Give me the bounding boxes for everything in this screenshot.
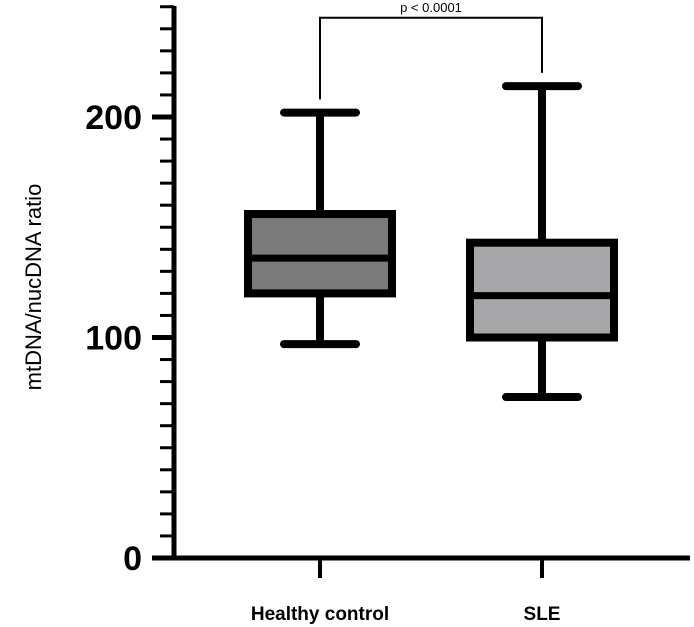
- x-axis-category-labels: Healthy control SLE: [251, 604, 561, 625]
- x-category-label: SLE: [524, 604, 561, 625]
- y-tick-label: 100: [85, 320, 142, 358]
- x-axis-ticks: [318, 558, 544, 578]
- y-tick-label: 0: [123, 540, 142, 578]
- iqr-box: [466, 238, 618, 342]
- y-tick-label: 200: [85, 99, 142, 137]
- x-category-label: Healthy control: [251, 604, 389, 625]
- p-value-label: p < 0.0001: [400, 0, 462, 15]
- iqr-box: [244, 210, 396, 298]
- box-healthy-control: [244, 108, 396, 349]
- significance-bracket: [319, 16, 543, 100]
- y-axis-label: mtDNA/nucDNA ratio: [21, 184, 46, 391]
- y-axis-major-ticks: [152, 114, 174, 561]
- y-axis-tick-labels: 0 100 200: [85, 99, 142, 578]
- significance-annotation: p < 0.0001: [319, 0, 543, 100]
- boxes: [244, 82, 618, 402]
- box-sle: [466, 82, 618, 402]
